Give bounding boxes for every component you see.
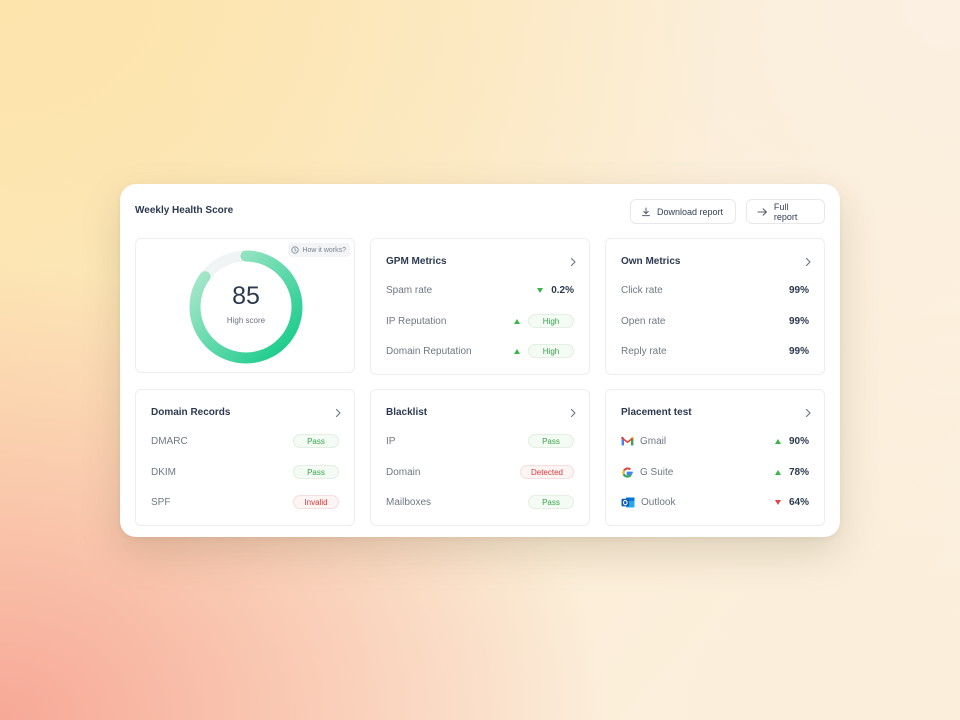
metric-label: Open rate <box>621 315 666 327</box>
chevron-right-icon[interactable] <box>569 257 577 267</box>
status-badge: Pass <box>293 434 339 448</box>
placement-label: Gmail <box>640 435 667 447</box>
metric-value: 0.2% <box>551 284 574 296</box>
metric-label: Spam rate <box>386 284 433 296</box>
chevron-right-icon[interactable] <box>569 408 577 418</box>
record-label: DKIM <box>151 466 176 478</box>
trend-down-icon <box>537 287 544 293</box>
score-ring <box>189 250 303 364</box>
blacklist-card[interactable]: Blacklist IP Pass Domain Detected Mailbo… <box>370 389 590 526</box>
status-badge: Invalid <box>293 495 339 509</box>
chevron-right-icon[interactable] <box>804 408 812 418</box>
metric-row: Click rate 99% <box>621 282 809 298</box>
own-metrics-title: Own Metrics <box>621 256 681 267</box>
page-title: Weekly Health Score <box>135 205 234 216</box>
placement-label: Outlook <box>641 496 676 508</box>
metric-label: Reply rate <box>621 345 667 357</box>
status-badge: Pass <box>293 465 339 479</box>
record-label: DMARC <box>151 435 188 447</box>
metric-row: IP Reputation High <box>386 313 574 329</box>
metric-row: Open rate 99% <box>621 313 809 329</box>
trend-up-icon <box>774 438 781 444</box>
outlook-icon <box>621 497 635 507</box>
domain-records-title: Domain Records <box>151 407 231 418</box>
chevron-right-icon[interactable] <box>804 257 812 267</box>
metric-row: Reply rate 99% <box>621 343 809 359</box>
metric-row: Spam rate 0.2% <box>386 282 574 298</box>
metric-value: 99% <box>788 345 809 357</box>
how-it-works-link[interactable]: How it works? <box>288 243 350 257</box>
trend-up-icon <box>514 348 520 354</box>
blacklist-label: Domain <box>386 466 421 478</box>
status-badge: Detected <box>519 465 574 479</box>
metric-label: IP Reputation <box>386 315 447 327</box>
download-report-button[interactable]: Download report <box>630 199 736 224</box>
placement-row: Outlook 64% <box>621 494 809 510</box>
health-score-card: How it works? 85 High score <box>135 238 355 373</box>
metric-row: Domain Reputation High <box>386 343 574 359</box>
placement-label: G Suite <box>640 466 674 478</box>
download-report-label: Download report <box>657 206 724 217</box>
placement-test-title: Placement test <box>621 407 692 418</box>
trend-down-icon <box>774 499 781 505</box>
placement-value: 78% <box>788 466 809 478</box>
status-badge: Pass <box>528 495 574 509</box>
score-ring-arc <box>189 250 303 364</box>
metric-value: 99% <box>788 284 809 296</box>
google-icon <box>622 466 633 478</box>
own-metrics-card[interactable]: Own Metrics Click rate 99% Open rate 99%… <box>605 238 825 375</box>
download-icon <box>642 207 650 216</box>
trend-up-icon <box>514 318 520 324</box>
blacklist-row: Mailboxes Pass <box>386 494 574 510</box>
how-it-works-label: How it works? <box>302 246 346 254</box>
blacklist-row: IP Pass <box>386 433 574 449</box>
score-value: 85 <box>232 282 260 310</box>
weekly-health-panel: Weekly Health Score Download report Full… <box>120 184 840 537</box>
help-circle-icon <box>291 246 300 254</box>
full-report-button[interactable]: Full report <box>746 199 825 224</box>
gpm-metrics-card[interactable]: GPM Metrics Spam rate 0.2% IP Reputation… <box>370 238 590 375</box>
placement-row: Gmail 90% <box>621 433 809 449</box>
record-label: SPF <box>151 496 171 508</box>
record-row: SPF Invalid <box>151 494 339 510</box>
blacklist-label: Mailboxes <box>386 496 432 508</box>
placement-row: G Suite 78% <box>621 464 809 480</box>
record-row: DKIM Pass <box>151 464 339 480</box>
arrow-right-icon <box>757 207 767 216</box>
placement-value: 64% <box>788 496 809 508</box>
score-label: High score <box>226 316 266 325</box>
full-report-label: Full report <box>773 201 798 222</box>
gmail-icon <box>621 436 634 446</box>
gpm-metrics-title: GPM Metrics <box>386 256 447 267</box>
metric-value: 99% <box>788 315 809 327</box>
trend-up-icon <box>774 469 781 475</box>
domain-records-card[interactable]: Domain Records DMARC Pass DKIM Pass SPF … <box>135 389 355 526</box>
status-badge: Pass <box>528 434 574 448</box>
record-row: DMARC Pass <box>151 433 339 449</box>
chevron-right-icon[interactable] <box>334 408 342 418</box>
blacklist-label: IP <box>386 435 396 447</box>
blacklist-title: Blacklist <box>386 407 428 418</box>
metric-label: Domain Reputation <box>386 345 472 357</box>
status-badge: High <box>528 344 574 358</box>
placement-test-card[interactable]: Placement test Gmail 90% <box>605 389 825 526</box>
blacklist-row: Domain Detected <box>386 464 574 480</box>
status-badge: High <box>528 314 574 328</box>
placement-value: 90% <box>788 435 809 447</box>
metric-label: Click rate <box>621 284 663 296</box>
